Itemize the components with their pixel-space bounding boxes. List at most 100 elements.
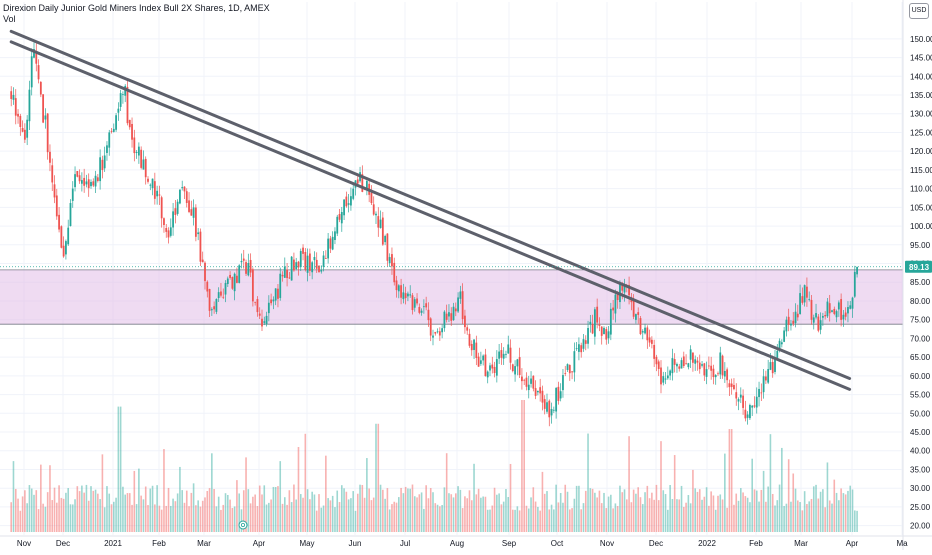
- volume-bar: [854, 510, 856, 532]
- candle-body: [669, 370, 672, 376]
- candlestick: [653, 339, 656, 367]
- candle-body: [477, 356, 480, 367]
- candlestick: [749, 403, 751, 421]
- candlestick: [486, 370, 489, 384]
- volume-bar: [776, 500, 779, 532]
- candlestick: [552, 406, 555, 414]
- candlestick: [812, 314, 815, 330]
- candlestick: [345, 191, 348, 208]
- candlestick: [233, 272, 236, 301]
- candlestick: [140, 146, 143, 170]
- candle-body: [55, 195, 58, 217]
- candlestick: [404, 286, 407, 305]
- candle-body: [746, 414, 749, 418]
- candlestick: [60, 225, 63, 249]
- volume-bar: [815, 484, 817, 532]
- candlestick: [324, 250, 327, 259]
- candlestick: [327, 233, 330, 264]
- candlestick: [680, 357, 683, 369]
- candle-body: [737, 399, 740, 402]
- candlestick: [65, 239, 67, 260]
- volume-bar: [400, 487, 402, 532]
- candle-body: [213, 306, 216, 310]
- candle-body: [30, 56, 33, 88]
- volume-bar: [33, 494, 35, 532]
- volume-bar: [753, 489, 756, 532]
- volume-bar: [366, 458, 368, 532]
- volume-bar: [167, 487, 170, 532]
- candlestick: [776, 344, 779, 359]
- candlestick: [550, 402, 553, 424]
- volume-bar: [441, 505, 443, 532]
- candlestick: [705, 361, 708, 385]
- candlestick: [662, 371, 665, 386]
- volume-bar: [78, 491, 81, 532]
- volume-bar: [667, 509, 669, 532]
- price-tick-label: 125.00: [910, 128, 932, 137]
- candlestick: [710, 356, 713, 380]
- candle-body: [767, 369, 770, 383]
- candle-body: [51, 165, 54, 183]
- candle-body: [272, 299, 275, 302]
- volume-bar: [516, 506, 519, 532]
- candlestick: [420, 308, 423, 316]
- candle-body: [313, 256, 316, 261]
- volume-bar: [272, 486, 275, 532]
- volume-bar: [379, 484, 382, 532]
- currency-button[interactable]: USD: [909, 3, 929, 19]
- candle-body: [751, 405, 754, 408]
- volume-bar: [270, 499, 272, 532]
- candle-body: [774, 359, 776, 372]
- volume-bar: [553, 509, 555, 532]
- candlestick: [149, 183, 152, 191]
- price-tick-label: 150.00: [910, 35, 932, 44]
- volume-bar: [714, 509, 717, 532]
- volume-bar: [227, 494, 229, 532]
- event-marker-circle: [238, 520, 248, 530]
- event-marker-dot: [240, 523, 245, 528]
- candlestick: [623, 278, 626, 302]
- candle-body: [411, 295, 414, 311]
- candle-body: [386, 233, 389, 261]
- candlestick: [696, 357, 699, 371]
- volume-bar: [496, 494, 498, 532]
- candle-body: [685, 363, 687, 365]
- volume-bar: [322, 505, 325, 532]
- volume-bar: [676, 499, 678, 532]
- volume-bar: [810, 498, 813, 532]
- candlestick: [523, 378, 526, 386]
- volume-bar: [53, 487, 56, 532]
- candlestick: [188, 192, 190, 214]
- volume-bar: [705, 487, 708, 532]
- candle-body: [80, 180, 83, 184]
- volume-bar: [543, 493, 546, 532]
- candlestick: [245, 259, 247, 277]
- candle-body: [42, 94, 45, 123]
- volume-bar: [350, 498, 352, 532]
- volume-bar: [236, 480, 238, 532]
- candlestick: [304, 248, 307, 272]
- volume-bar: [165, 505, 168, 532]
- candle-body: [552, 409, 555, 411]
- volume-bar: [338, 502, 341, 532]
- volume-bar: [277, 486, 279, 532]
- volume-bar: [509, 463, 512, 532]
- candle-body: [340, 212, 343, 224]
- volume-bar: [755, 490, 758, 532]
- volume-bar: [532, 487, 535, 532]
- volume-bar: [268, 502, 270, 532]
- candle-body: [338, 214, 341, 220]
- candle-body: [616, 292, 619, 301]
- candle-body: [110, 130, 113, 132]
- candlestick: [448, 304, 450, 323]
- volume-bar: [156, 485, 158, 532]
- candlestick: [831, 309, 833, 313]
- candle-body: [523, 379, 526, 381]
- candle-body: [409, 294, 412, 296]
- candlestick: [518, 347, 521, 378]
- volume-bar: [224, 493, 227, 532]
- volume-bar: [785, 503, 788, 532]
- volume-bar: [630, 502, 633, 532]
